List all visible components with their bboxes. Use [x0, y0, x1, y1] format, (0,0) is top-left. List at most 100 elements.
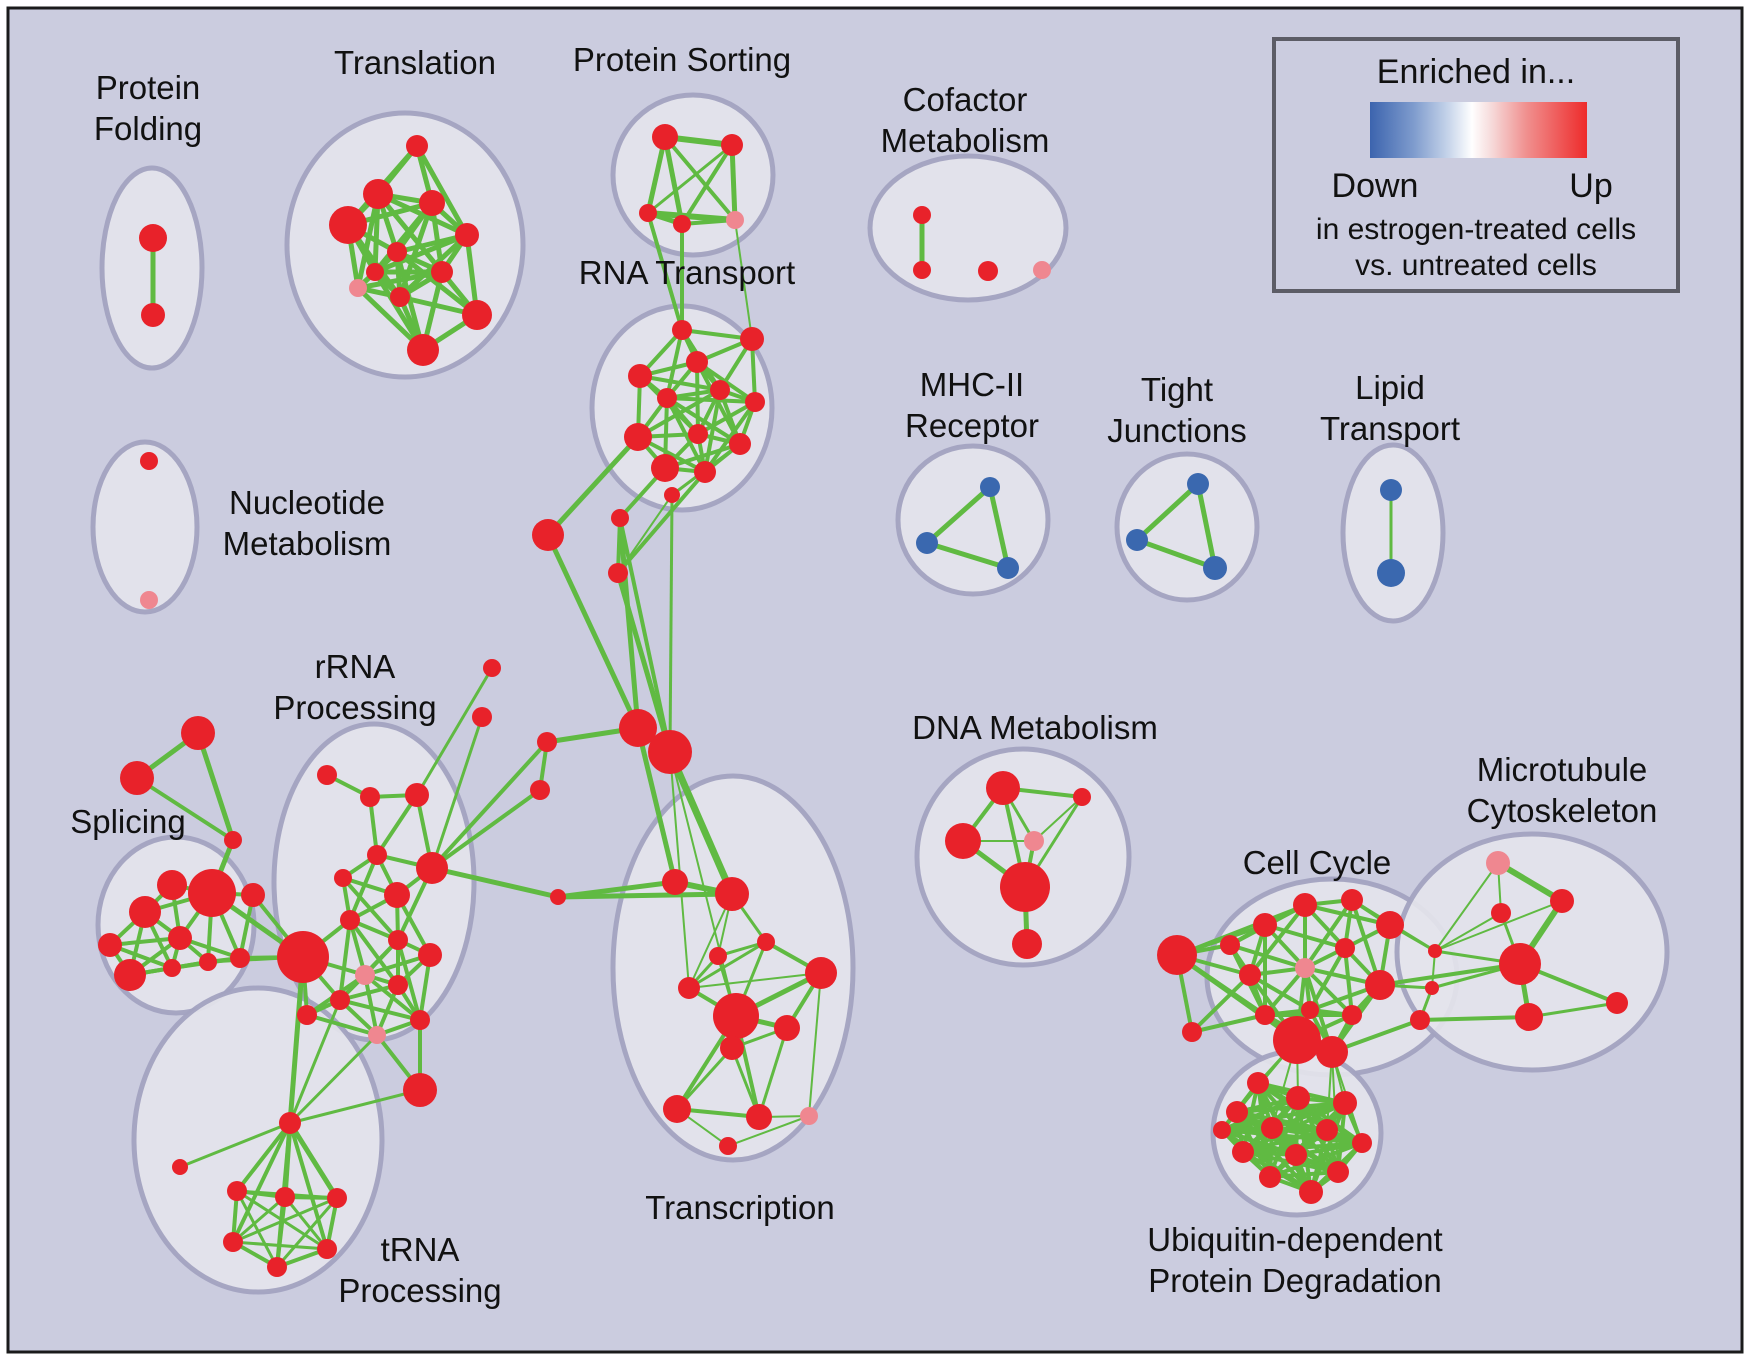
- gene-set-node-red: [678, 977, 700, 999]
- cluster-label-splicing: Splicing: [70, 803, 186, 840]
- edge: [697, 400, 756, 436]
- gene-set-node-red: [1341, 889, 1363, 911]
- cluster-label-translation: Translation: [334, 44, 496, 81]
- edge: [288, 999, 342, 1124]
- edge: [431, 865, 559, 900]
- edge: [1303, 966, 1354, 1017]
- gene-set-node-red: [639, 204, 657, 222]
- cluster-label-protein_folding: Folding: [94, 110, 202, 147]
- cluster-label-ubiquitin: Ubiquitin-dependent: [1147, 1221, 1442, 1258]
- gene-set-node-red: [1000, 862, 1050, 912]
- gene-set-node-red: [1428, 944, 1442, 958]
- edge: [348, 854, 379, 921]
- cluster-label-lipid_transport: Lipid: [1355, 369, 1425, 406]
- cluster-label-nucleotide: Nucleotide: [229, 484, 385, 521]
- gene-set-node-red: [709, 947, 727, 965]
- gene-set-node-red: [267, 1257, 287, 1277]
- edge: [1419, 1015, 1530, 1022]
- gene-set-node-red: [1550, 889, 1574, 913]
- edge: [135, 776, 235, 842]
- edge: [1303, 898, 1354, 970]
- gene-set-node-red: [367, 845, 387, 865]
- gene-set-node-pink: [368, 1026, 386, 1044]
- cluster-label-tight_junctions: Junctions: [1107, 412, 1246, 449]
- cluster-ellipse-lipid_transport: [1340, 442, 1446, 624]
- gene-set-node-red: [431, 261, 453, 283]
- gene-set-node-red: [774, 1015, 800, 1041]
- gene-set-node-red: [387, 242, 407, 262]
- gene-set-node-red: [720, 1036, 744, 1060]
- gene-set-node-red: [729, 433, 751, 455]
- legend-up-label: Up: [1569, 167, 1613, 205]
- edge: [288, 1033, 379, 1125]
- gene-set-node-red: [419, 190, 445, 216]
- edge: [1304, 903, 1391, 927]
- edge: [1496, 860, 1564, 904]
- cluster-label-nucleotide: Metabolism: [223, 525, 392, 562]
- edge: [339, 998, 421, 1022]
- gene-set-node-red: [275, 1187, 295, 1207]
- gene-set-node-red: [388, 930, 408, 950]
- gene-set-node-red: [230, 948, 250, 968]
- gene-set-node-red: [462, 300, 492, 330]
- edge: [647, 143, 733, 215]
- gene-set-node-red: [403, 1073, 437, 1107]
- gene-set-node-red: [628, 364, 652, 388]
- cluster-ellipse-nucleotide: [90, 439, 200, 615]
- cluster-label-rrna: Processing: [273, 689, 436, 726]
- cluster-ellipse-tight_junctions: [1114, 451, 1260, 603]
- edge: [987, 486, 1011, 569]
- gene-set-node-red: [1491, 903, 1511, 923]
- gene-set-node-red: [686, 351, 708, 373]
- gene-set-node-red: [327, 1188, 347, 1208]
- gene-set-node-blue: [1377, 559, 1405, 587]
- gene-set-node-red: [317, 765, 337, 785]
- gene-set-node-red: [1425, 981, 1439, 995]
- gene-set-node-red: [978, 261, 998, 281]
- cluster-label-transcription: Transcription: [645, 1189, 835, 1226]
- edge: [1135, 482, 1200, 542]
- gene-set-node-blue: [1187, 473, 1209, 495]
- gene-set-node-red: [1499, 943, 1541, 985]
- gene-set-node-red: [1182, 1022, 1202, 1042]
- gene-set-node-red: [297, 1005, 317, 1025]
- cluster-ellipse-cofactor: [867, 153, 1069, 303]
- edge: [414, 144, 470, 237]
- edge: [430, 740, 549, 870]
- gene-set-node-red: [188, 869, 236, 917]
- edge: [232, 1196, 338, 1244]
- gene-set-node-red: [141, 303, 165, 327]
- gene-set-node-red: [648, 730, 692, 774]
- edge: [288, 1122, 329, 1250]
- gene-set-node-red: [98, 933, 122, 957]
- gene-set-node-red: [405, 783, 429, 807]
- cluster-label-protein_folding: Protein: [96, 69, 201, 106]
- cluster-ellipse-trna: [131, 985, 385, 1295]
- gene-set-node-red: [1299, 1180, 1323, 1204]
- gene-set-node-red: [805, 957, 837, 989]
- gene-set-node-blue: [997, 557, 1019, 579]
- gene-set-node-pink: [1024, 831, 1044, 851]
- gene-set-node-red: [199, 953, 217, 971]
- gene-set-node-red: [662, 869, 688, 895]
- gene-set-node-red: [611, 509, 629, 527]
- legend-caption-line1: in estrogen-treated cells: [1315, 213, 1637, 246]
- gene-set-node-red: [241, 883, 265, 907]
- edge: [1190, 973, 1252, 1034]
- gene-set-node-red: [740, 327, 764, 351]
- cluster-label-dna: DNA Metabolism: [912, 709, 1158, 746]
- gene-set-node-blue: [916, 532, 938, 554]
- gene-set-node-red: [416, 852, 448, 884]
- gene-set-node-red: [1253, 913, 1277, 937]
- gene-set-node-red: [1247, 1072, 1269, 1094]
- cluster-label-microtubule: Cytoskeleton: [1467, 792, 1658, 829]
- edge: [415, 667, 494, 796]
- gene-set-node-red: [163, 959, 181, 977]
- gene-set-node-red: [715, 877, 749, 911]
- edge: [727, 1115, 810, 1147]
- nodes: [98, 124, 1628, 1277]
- edge: [1221, 1096, 1299, 1132]
- edge: [925, 485, 992, 545]
- gene-set-node-red: [1293, 893, 1317, 917]
- gene-set-node-pink: [726, 211, 744, 229]
